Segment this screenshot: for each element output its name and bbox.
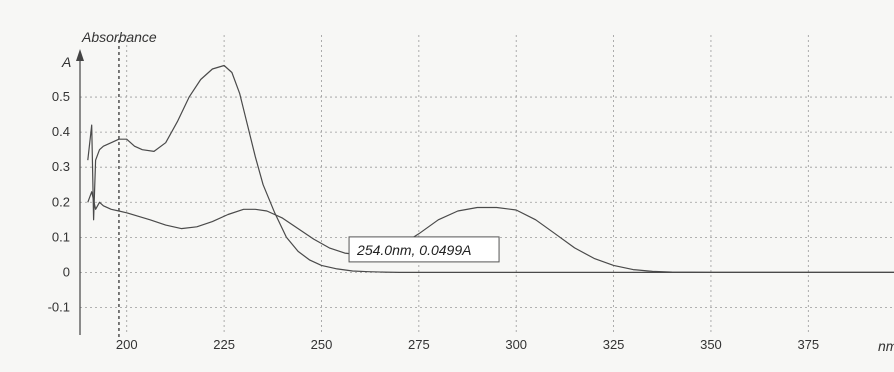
y-tick-label: 0.3 (52, 159, 70, 174)
y-tick-label: 0.1 (52, 229, 70, 244)
y-tick-label: 0.2 (52, 194, 70, 209)
y-axis-arrow-icon (76, 49, 84, 61)
x-tick-label: 350 (700, 337, 722, 352)
y-axis-title: Absorbance (81, 29, 157, 45)
y-tick-label: 0.5 (52, 89, 70, 104)
x-tick-label: 375 (797, 337, 819, 352)
annotation-layer: 254.0nm, 0.0499A (348, 236, 500, 263)
x-tick-label: 300 (505, 337, 527, 352)
x-axis-title: nm (878, 338, 894, 354)
y-tick-label: -0.1 (48, 299, 70, 314)
annotation-box (348, 236, 500, 263)
series-layer (87, 64, 894, 273)
y-tick-label: 0.4 (52, 124, 70, 139)
x-tick-label: 200 (116, 337, 138, 352)
x-tick-label: 275 (408, 337, 430, 352)
series-line-1 (87, 64, 894, 273)
tick-label-layer: -0.1 0 0.1 0.2 0.3 0.4 0.5 200 225 250 275 300 325 35… (48, 89, 820, 352)
axis-layer: Absorbance A nm (61, 29, 894, 354)
x-tick-label: 225 (213, 337, 235, 352)
series-line-2 (87, 191, 894, 273)
x-tick-label: 250 (311, 337, 333, 352)
y-tick-label: 0 (63, 264, 70, 279)
x-tick-label: 325 (603, 337, 625, 352)
grid-layer (80, 35, 894, 337)
annotation-label: 254.0nm, 0.0499A (356, 242, 471, 258)
y-axis-symbol: A (61, 54, 71, 70)
